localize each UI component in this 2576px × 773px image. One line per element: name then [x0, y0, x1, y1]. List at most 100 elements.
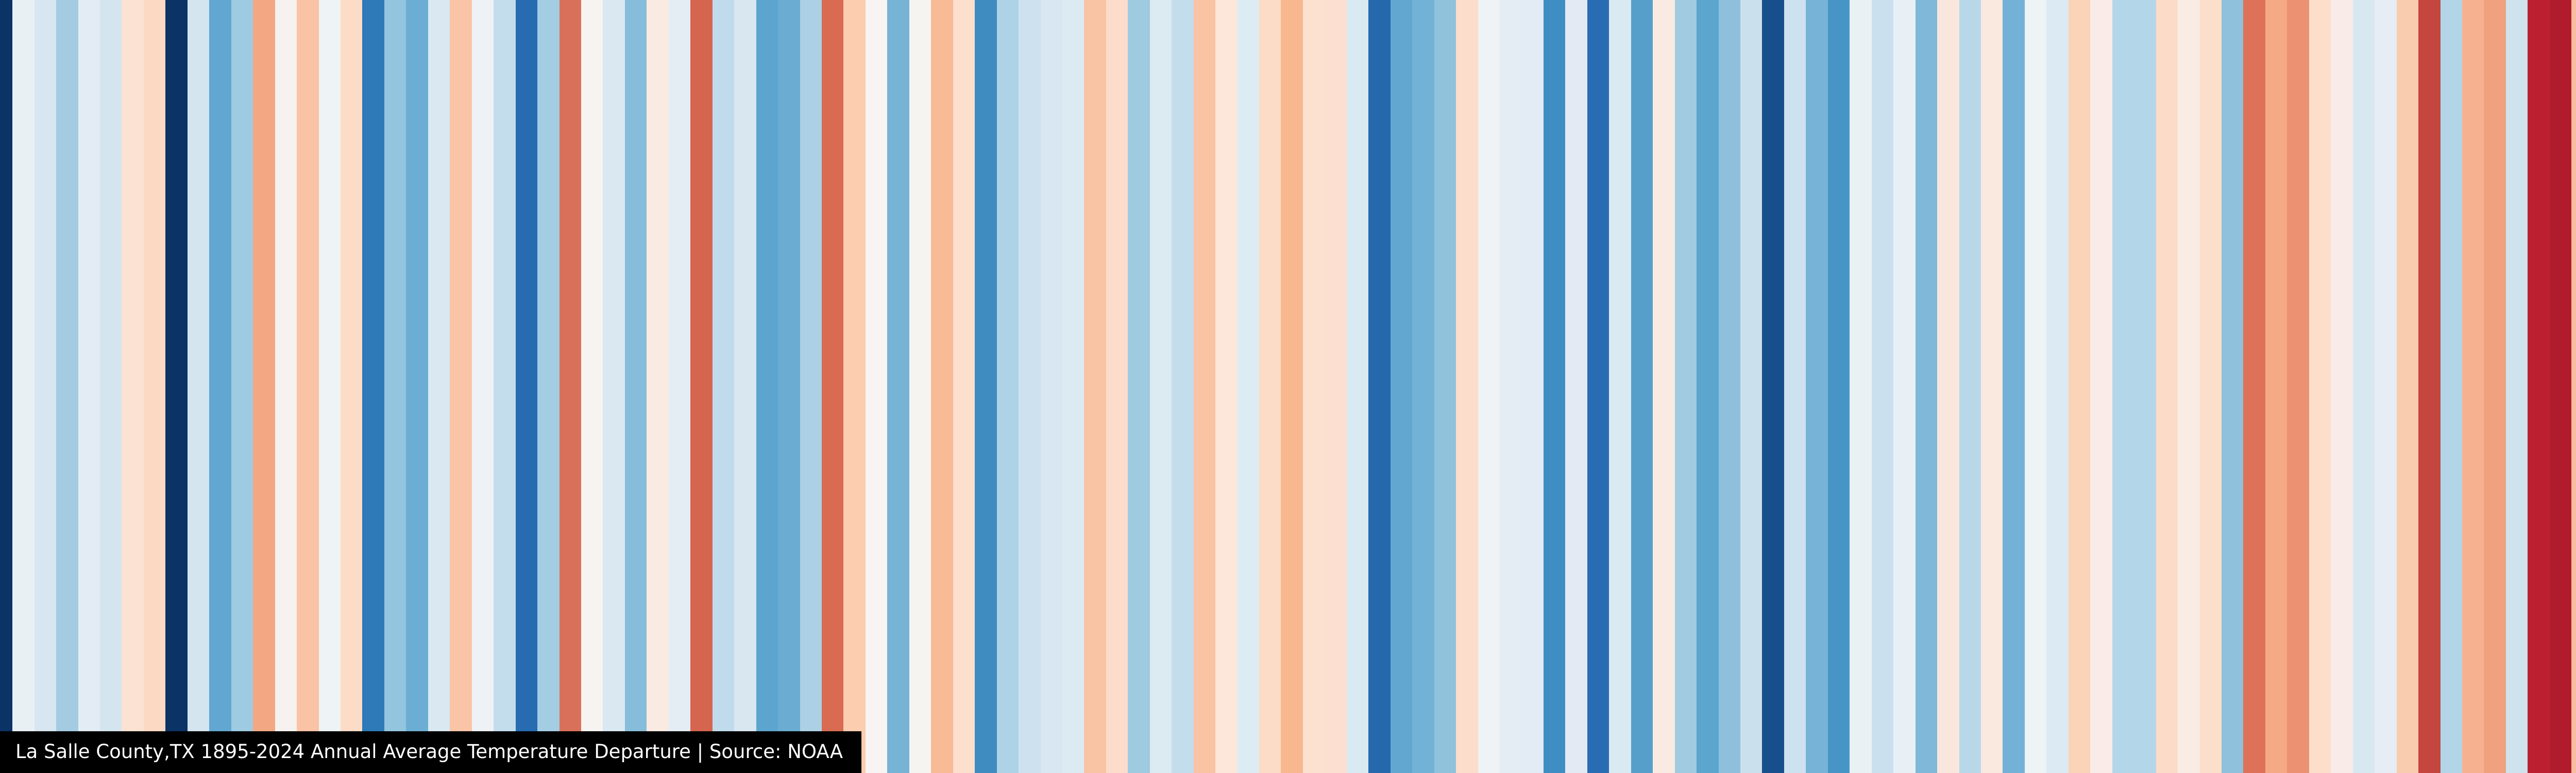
stripe	[406, 0, 428, 773]
stripe	[1718, 0, 1740, 773]
stripe	[1259, 0, 1281, 773]
stripe	[1959, 0, 1981, 773]
stripe	[2375, 0, 2397, 773]
stripe	[384, 0, 406, 773]
stripe	[1937, 0, 1959, 773]
stripe	[1106, 0, 1128, 773]
stripe	[187, 0, 210, 773]
stripe	[1084, 0, 1106, 773]
stripe	[1368, 0, 1391, 773]
stripe	[2287, 0, 2309, 773]
stripe	[821, 0, 844, 773]
stripe	[931, 0, 953, 773]
stripe	[1128, 0, 1150, 773]
stripe	[0, 0, 13, 773]
stripe	[122, 0, 144, 773]
stripe	[1325, 0, 1347, 773]
stripe	[1543, 0, 1566, 773]
stripe	[318, 0, 341, 773]
stripe	[2440, 0, 2462, 773]
stripe	[1850, 0, 1872, 773]
stripe	[1827, 0, 1850, 773]
stripe	[2309, 0, 2331, 773]
stripe	[428, 0, 450, 773]
stripe	[2462, 0, 2484, 773]
stripe	[1806, 0, 1828, 773]
stripe	[2199, 0, 2222, 773]
stripe	[2331, 0, 2353, 773]
caption: La Salle County,TX 1895-2024 Annual Aver…	[0, 731, 862, 773]
stripe	[2221, 0, 2244, 773]
stripe	[1478, 0, 1500, 773]
stripe	[12, 0, 35, 773]
stripe	[537, 0, 560, 773]
stripe	[1237, 0, 1260, 773]
stripe	[253, 0, 275, 773]
stripe	[2024, 0, 2047, 773]
stripe	[865, 0, 888, 773]
stripe	[1019, 0, 1041, 773]
stripe	[756, 0, 778, 773]
stripe	[1040, 0, 1062, 773]
stripe	[843, 0, 866, 773]
stripe	[734, 0, 756, 773]
stripe	[1149, 0, 1172, 773]
stripe	[1500, 0, 1522, 773]
stripe	[800, 0, 822, 773]
stripe	[1871, 0, 1894, 773]
stripe	[165, 0, 188, 773]
stripe	[56, 0, 78, 773]
stripe	[1412, 0, 1434, 773]
stripe	[2528, 0, 2550, 773]
stripe	[778, 0, 800, 773]
stripe	[1062, 0, 1084, 773]
stripe	[1281, 0, 1303, 773]
stripe	[450, 0, 472, 773]
stripe	[690, 0, 713, 773]
stripe	[2046, 0, 2069, 773]
stripe	[1390, 0, 1413, 773]
stripe	[2265, 0, 2287, 773]
stripe	[668, 0, 691, 773]
stripe	[603, 0, 625, 773]
stripe	[1346, 0, 1369, 773]
stripe	[2068, 0, 2091, 773]
stripe	[1172, 0, 1194, 773]
stripe	[909, 0, 931, 773]
stripe	[2243, 0, 2265, 773]
stripe	[2156, 0, 2178, 773]
stripe	[100, 0, 122, 773]
stripe	[2178, 0, 2200, 773]
stripe	[2396, 0, 2419, 773]
stripe	[712, 0, 735, 773]
stripe	[143, 0, 166, 773]
stripe	[471, 0, 494, 773]
stripe	[34, 0, 57, 773]
stripe	[2505, 0, 2528, 773]
stripe	[581, 0, 603, 773]
stripe	[953, 0, 975, 773]
stripe	[1915, 0, 1938, 773]
stripe	[1784, 0, 1806, 773]
stripe	[341, 0, 363, 773]
stripe	[494, 0, 516, 773]
stripe	[1631, 0, 1653, 773]
stripe	[975, 0, 997, 773]
stripe	[297, 0, 319, 773]
stripe	[1980, 0, 2003, 773]
stripe	[2134, 0, 2156, 773]
stripe	[1193, 0, 1216, 773]
stripe	[1302, 0, 1325, 773]
stripe	[624, 0, 647, 773]
stripe	[1565, 0, 1587, 773]
stripe	[78, 0, 100, 773]
stripe	[1674, 0, 1697, 773]
stripe	[1893, 0, 1916, 773]
stripe	[209, 0, 231, 773]
stripe	[275, 0, 297, 773]
stripe	[1762, 0, 1784, 773]
stripe	[1215, 0, 1238, 773]
stripe	[1587, 0, 1609, 773]
